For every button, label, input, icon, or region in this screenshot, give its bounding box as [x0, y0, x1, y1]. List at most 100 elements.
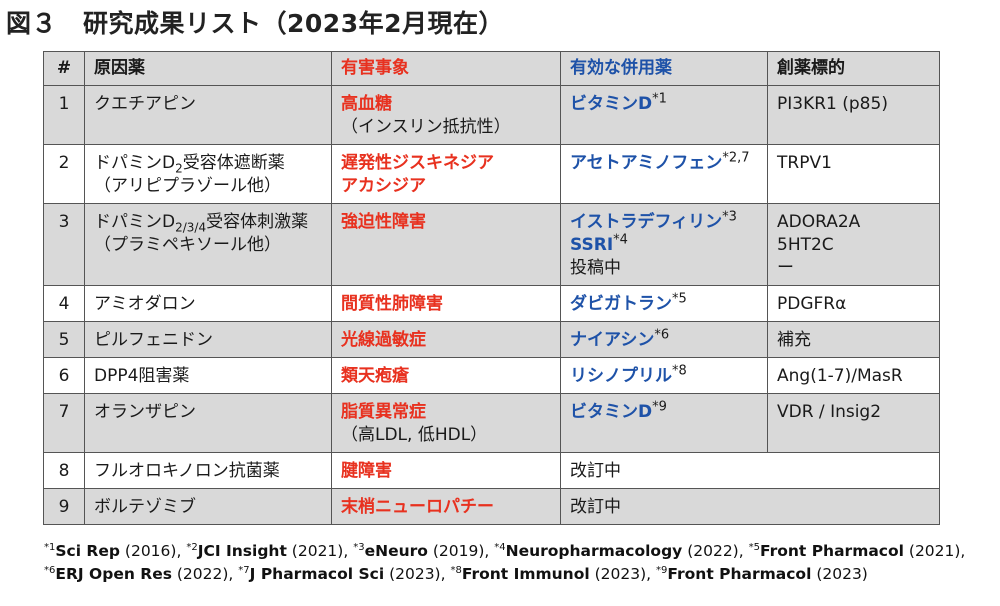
drug-name: ボルテゾミブ	[94, 497, 196, 517]
drug-name: クエチアピン	[94, 94, 196, 114]
reference: *2JCI Insight (2021),	[186, 541, 354, 560]
combination-drug: ビタミンD	[570, 94, 653, 114]
drug-name: ピルフェニドン	[94, 330, 213, 350]
header-index: #	[43, 51, 85, 86]
ref-note: *6	[654, 327, 670, 343]
table-row: 1 クエチアピン 高血糖 （インスリン抵抗性） ビタミンD*1 PI3KR1 (p…	[43, 85, 940, 145]
target-cell: TRPV1	[767, 144, 940, 204]
target-name: ADORA2A	[777, 212, 861, 232]
drug-name-part: 受容体刺激薬	[206, 212, 309, 232]
reference: *6ERJ Open Res (2022),	[44, 564, 239, 583]
target-cell: Ang(1-7)/MasR	[767, 357, 940, 394]
drug-cell: ドパミンD2受容体遮断薬 （アリピプラゾール他）	[84, 144, 332, 204]
drug-name: オランザピン	[94, 402, 196, 422]
target-name: 5HT2C	[777, 235, 834, 255]
adverse-event: 高血糖	[341, 94, 392, 114]
drug-cell: クエチアピン	[84, 85, 332, 145]
drug-name: DPP4阻害薬	[94, 366, 190, 386]
combination-cell: イストラデフィリン*3 SSRI*4 投稿中	[560, 203, 768, 286]
table-row: 6 DPP4阻害薬 類天疱瘡 リシノプリル*8 Ang(1-7)/MasR	[43, 357, 940, 394]
adverse-detail: （インスリン抵抗性）	[341, 117, 511, 137]
adverse-cell: 光線過敏症	[331, 321, 561, 358]
results-table: # 原因薬 有害事象 有効な併用薬 創薬標的 1 クエチアピン 高血糖 （インスリ…	[43, 51, 940, 525]
reference: *8Front Immunol (2023),	[450, 564, 657, 583]
row-index: 6	[43, 357, 85, 394]
adverse-event: 脂質異常症	[341, 402, 426, 422]
combination-drug: SSRI	[570, 235, 614, 255]
reference: *9Front Pharmacol (2023)	[656, 564, 868, 583]
row-index: 4	[43, 285, 85, 322]
table-row: 5 ピルフェニドン 光線過敏症 ナイアシン*6 補充	[43, 321, 940, 358]
drug-example: （プラミペキソール他）	[94, 235, 281, 255]
combination-drug: イストラデフィリン	[570, 212, 723, 232]
ref-note: *9	[652, 399, 667, 415]
adverse-event: 光線過敏症	[341, 330, 426, 350]
references: *1Sci Rep (2016), *2JCI Insight (2021), …	[44, 540, 994, 586]
header-adverse: 有害事象	[331, 51, 561, 86]
target-name: ー	[777, 258, 794, 278]
drug-cell: オランザピン	[84, 393, 332, 453]
reference: *5Front Pharmacol (2021),	[748, 541, 966, 560]
target-name: PDGFRα	[777, 294, 847, 314]
reference: *4Neuropharmacology (2022),	[494, 541, 749, 560]
adverse-cell: 類天疱瘡	[331, 357, 561, 394]
adverse-event: 末梢ニューロパチー	[341, 497, 494, 517]
drug-name-part: ドパミンD	[94, 153, 176, 173]
header-drug: 原因薬	[84, 51, 332, 86]
combination-drug: ビタミンD	[570, 402, 653, 422]
combination-cell: ビタミンD*9	[560, 393, 768, 453]
drug-cell: ピルフェニドン	[84, 321, 332, 358]
combination-cell: アセトアミノフェン*2,7	[560, 144, 768, 204]
target-name: PI3KR1 (p85)	[777, 94, 888, 114]
ref-note: *5	[672, 291, 687, 307]
drug-name: フルオロキノロン抗菌薬	[94, 461, 280, 481]
header-target: 創薬標的	[767, 51, 940, 86]
row-index: 7	[43, 393, 85, 453]
row-index: 3	[43, 203, 85, 286]
drug-subscript: 2/3/4	[175, 220, 207, 235]
table-row: 3 ドパミンD2/3/4受容体刺激薬 （プラミペキソール他） 強迫性障害 イストラ…	[43, 203, 940, 286]
ref-note: *1	[652, 91, 667, 107]
table-row: 2 ドパミンD2受容体遮断薬 （アリピプラゾール他） 遅発性ジスキネジア アカシジア…	[43, 144, 940, 204]
header-combination: 有効な併用薬	[560, 51, 768, 86]
adverse-cell: 脂質異常症 （高LDL, 低HDL）	[331, 393, 561, 453]
ref-note: *3	[722, 209, 737, 225]
combination-cell: ビタミンD*1	[560, 85, 768, 145]
adverse-event: 遅発性ジスキネジア	[341, 153, 494, 173]
adverse-cell: 高血糖 （インスリン抵抗性）	[331, 85, 561, 145]
drug-cell: フルオロキノロン抗菌薬	[84, 452, 332, 489]
reference: *3eNeuro (2019),	[353, 541, 495, 560]
revision-status: 改訂中	[570, 497, 621, 517]
adverse-detail: （高LDL, 低HDL）	[341, 425, 488, 445]
combination-drug: リシノプリル	[570, 366, 672, 386]
drug-name-part: 受容体遮断薬	[182, 153, 285, 173]
row-index: 1	[43, 85, 85, 145]
combination-cell: ダビガトラン*5	[560, 285, 768, 322]
target-name: TRPV1	[777, 153, 832, 173]
table-row: 4 アミオダロン 間質性肺障害 ダビガトラン*5 PDGFRα	[43, 285, 940, 322]
reference: *1Sci Rep (2016),	[44, 541, 187, 560]
figure-title-text: 研究成果リスト（2023年2月現在）	[83, 9, 504, 38]
adverse-cell: 末梢ニューロパチー	[331, 488, 561, 525]
table-row: 9 ボルテゾミブ 末梢ニューロパチー 改訂中	[43, 488, 940, 525]
drug-cell: ドパミンD2/3/4受容体刺激薬 （プラミペキソール他）	[84, 203, 332, 286]
target-name: Ang(1-7)/MasR	[777, 366, 903, 386]
target-cell: 補充	[767, 321, 940, 358]
table-row: 7 オランザピン 脂質異常症 （高LDL, 低HDL） ビタミンD*9 VDR /…	[43, 393, 940, 453]
row-index: 9	[43, 488, 85, 525]
revision-status: 改訂中	[570, 461, 621, 481]
status-text: 投稿中	[570, 258, 621, 278]
adverse-event: 類天疱瘡	[341, 366, 409, 386]
row-index: 5	[43, 321, 85, 358]
table-row: 8 フルオロキノロン抗菌薬 腱障害 改訂中	[43, 452, 940, 489]
drug-name: アミオダロン	[94, 294, 196, 314]
target-cell: ADORA2A 5HT2C ー	[767, 203, 940, 286]
figure-number: 図３	[6, 9, 58, 38]
revision-cell: 改訂中	[560, 488, 940, 525]
table-header-row: # 原因薬 有害事象 有効な併用薬 創薬標的	[43, 51, 940, 86]
target-cell: VDR / Insig2	[767, 393, 940, 453]
drug-cell: アミオダロン	[84, 285, 332, 322]
drug-cell: ボルテゾミブ	[84, 488, 332, 525]
ref-note: *4	[613, 232, 628, 248]
adverse-cell: 腱障害	[331, 452, 561, 489]
